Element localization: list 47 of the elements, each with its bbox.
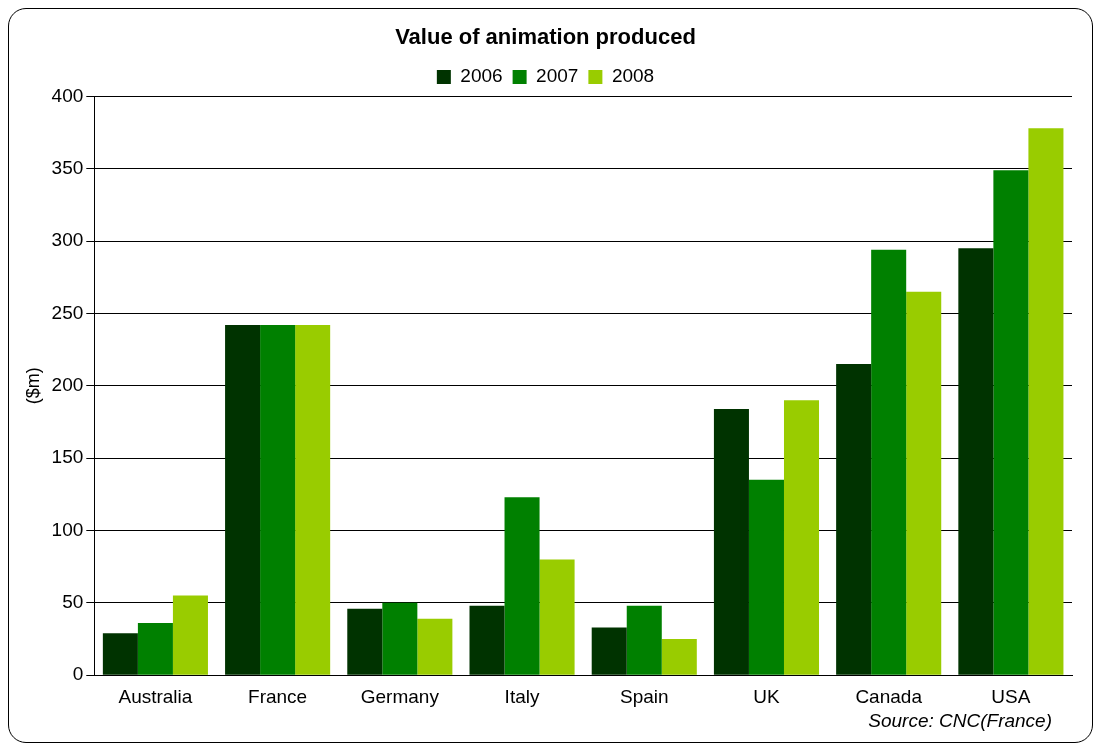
bar [539,559,575,675]
bar [347,608,383,675]
bar [137,623,173,675]
y-tick-label: 100 [51,518,84,540]
bar [417,618,453,675]
bar [871,249,907,675]
y-tick-label: 400 [51,84,84,106]
y-tick-label: 150 [51,446,84,468]
bar [993,170,1029,675]
bar [172,595,208,675]
bar [102,633,138,675]
bar [906,291,942,675]
y-axis-title: ($m) [22,367,43,405]
y-tick-label: 350 [51,156,84,178]
bar [661,639,697,675]
bar [626,605,662,675]
bar [958,248,994,675]
y-tick-label: 250 [51,301,84,323]
x-tick-label: UK [753,685,780,707]
y-tick-label: 50 [62,591,84,613]
y-tick-label: 0 [72,663,84,685]
legend-label: 2006 [460,65,503,87]
source-note: Source: CNC(France) [868,710,1052,732]
bar [713,408,749,675]
bar [225,325,261,675]
x-tick-label: Australia [118,685,193,707]
y-tick-label: 300 [51,229,84,251]
bar [295,325,331,675]
x-tick-label: France [248,685,308,707]
legend-label: 2007 [536,65,579,87]
bar [783,400,820,675]
x-tick-label: USA [991,685,1031,707]
bar [504,497,540,675]
x-tick-label: Germany [360,685,440,707]
x-tick-label: Spain [619,685,669,707]
bar [1028,128,1064,675]
chart-title: Value of animation produced [395,24,696,50]
bar [469,605,505,675]
x-tick-label: Italy [504,685,540,707]
y-tick-label: 200 [51,374,84,396]
bar [748,479,784,675]
bar [836,364,872,675]
bar [260,325,296,675]
bar [382,602,418,675]
legend-label: 2008 [611,65,655,87]
bar [591,627,627,675]
x-tick-label: Canada [855,685,923,707]
